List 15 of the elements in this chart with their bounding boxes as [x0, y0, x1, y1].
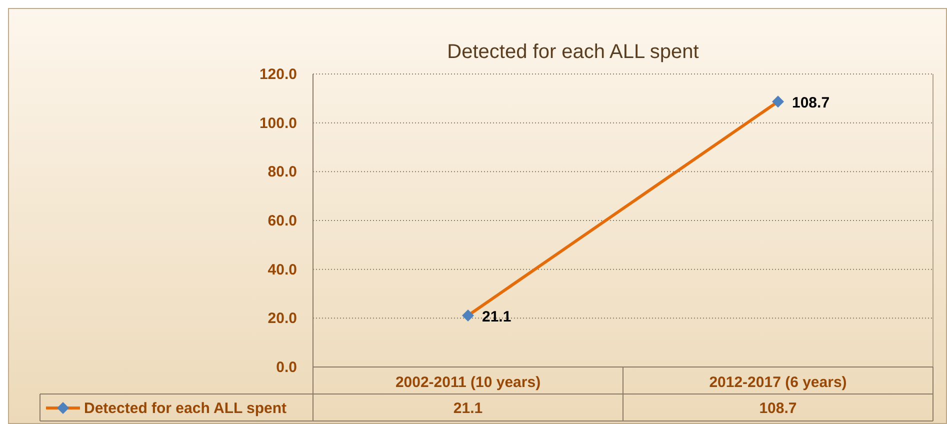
chart-title: Detected for each ALL spent: [447, 41, 700, 63]
y-tick-label: 20.0: [268, 310, 297, 328]
text: 21.1: [482, 308, 512, 326]
y-tick-label: 60.0: [268, 212, 297, 230]
x-tick-label: 2002-2011 (10 years): [395, 374, 541, 391]
y-tick-label: 100.0: [259, 114, 297, 132]
text: 108.7: [792, 94, 830, 112]
data-label: 21.1: [453, 400, 483, 417]
x-tick-label: 2012-2017 (6 years): [709, 374, 847, 391]
y-tick-label: 0.0: [276, 359, 297, 376]
legend-label: Detected for each ALL spent: [84, 400, 287, 417]
y-tick-label: 40.0: [268, 261, 297, 278]
y-tick-label: 80.0: [268, 164, 297, 181]
data-label: 108.7: [759, 400, 797, 417]
y-tick-label: 120.0: [259, 66, 297, 83]
